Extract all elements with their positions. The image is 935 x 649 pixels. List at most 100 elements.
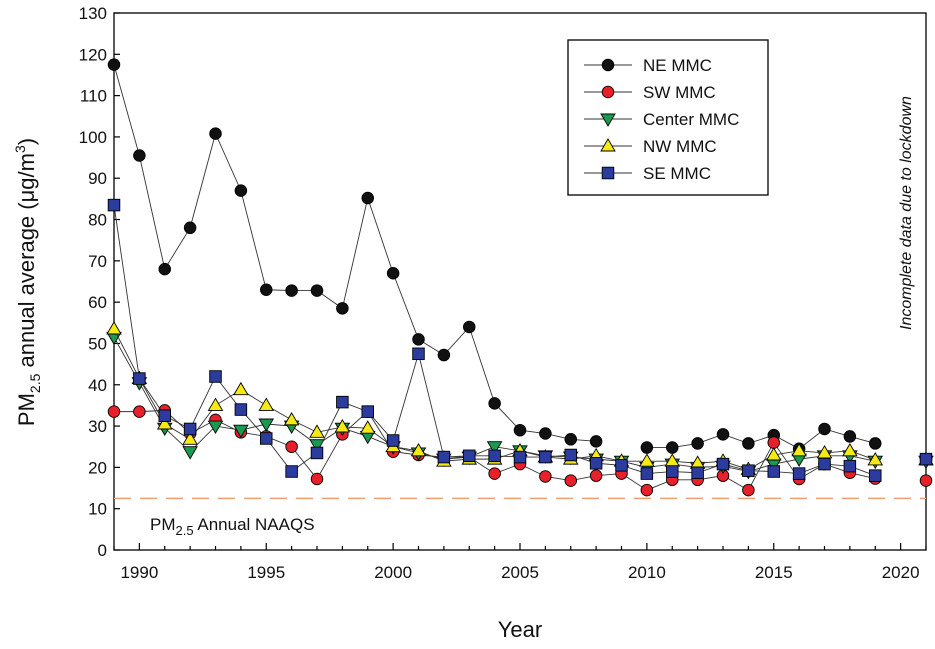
data-point-nw-mmc — [309, 424, 325, 438]
data-point-nw-mmc — [233, 381, 249, 396]
data-point-ne-mmc — [716, 428, 730, 441]
data-point-se-mmc — [285, 465, 298, 478]
x-tick-label: 1990 — [120, 563, 158, 582]
y-tick-label: 40 — [88, 376, 107, 395]
y-axis-title: PM2.5 annual average (μg/m3) — [12, 138, 43, 426]
x-tick-label: 2020 — [882, 563, 920, 582]
data-point-se-mmc — [158, 409, 171, 423]
data-point-sw-mmc — [488, 467, 501, 480]
data-point-se-mmc — [107, 198, 121, 212]
data-point-ne-mmc — [158, 262, 171, 276]
legend-label-center-mmc: Center MMC — [643, 110, 739, 129]
data-point-se-mmc — [488, 449, 501, 463]
data-point-nw-mmc — [639, 453, 655, 467]
data-point-se-mmc — [133, 372, 146, 385]
data-point-sw-mmc — [640, 483, 654, 497]
data-point-nw-mmc — [283, 411, 300, 426]
naaqs-label-prefix: PM — [150, 515, 176, 534]
data-point-ne-mmc — [412, 333, 425, 346]
y-title-middle: annual average (μg/m — [14, 153, 39, 374]
data-point-ne-mmc — [640, 441, 654, 454]
data-point-ne-mmc — [437, 348, 451, 362]
data-point-ne-mmc — [564, 433, 578, 446]
data-point-nw-mmc — [765, 447, 782, 461]
y-title-prefix: PM — [14, 393, 39, 426]
series-se-mmc — [107, 198, 933, 482]
data-point-se-mmc — [539, 450, 552, 464]
data-point-se-mmc — [589, 457, 603, 470]
y-tick-label: 10 — [88, 500, 107, 519]
data-point-nw-mmc — [106, 321, 122, 335]
y-title-subscript: 2.5 — [27, 373, 43, 393]
data-point-se-mmc — [564, 448, 578, 462]
y-tick-label: 70 — [88, 252, 107, 271]
data-point-se-mmc — [843, 459, 857, 473]
data-point-ne-mmc — [513, 423, 527, 437]
data-point-sw-mmc — [589, 469, 603, 482]
data-point-se-mmc — [463, 449, 476, 463]
data-point-se-mmc — [260, 432, 273, 445]
data-point-ne-mmc — [285, 284, 298, 297]
x-axis: 1990 1995 2000 2005 2010 2015 2020 — [113, 543, 927, 582]
data-point-ne-mmc — [742, 437, 755, 450]
data-point-nw-mmc — [334, 419, 351, 433]
data-point-sw-mmc — [285, 440, 298, 453]
data-point-nw-mmc — [410, 442, 427, 457]
legend-marker-sw-mmc — [601, 85, 615, 99]
series-line-ne-mmc — [646, 428, 876, 450]
y-title-end: ) — [14, 138, 39, 145]
data-point-ne-mmc — [133, 149, 146, 162]
legend-marker-se-mmc — [601, 166, 615, 180]
series-line-se-mmc — [113, 205, 876, 477]
legend-box — [567, 39, 769, 196]
data-point-ne-mmc — [260, 283, 273, 297]
legend: NE MMC SW MMC Center MMC NW MMC SE MMC — [567, 39, 769, 196]
data-point-center-mmc — [486, 441, 503, 455]
y-tick-label: 30 — [88, 417, 107, 436]
data-point-sw-mmc — [564, 474, 578, 487]
y-tick-label: 110 — [80, 87, 107, 106]
data-point-se-mmc — [513, 450, 527, 464]
data-point-se-mmc — [666, 465, 679, 478]
x-tick-label: 2010 — [628, 563, 666, 582]
data-point-se-mmc — [412, 347, 425, 361]
data-point-se-mmc — [361, 405, 375, 418]
naaqs-label-rest: Annual NAAQS — [194, 515, 315, 534]
data-point-se-mmc — [615, 459, 628, 472]
series-ne-mmc — [107, 58, 933, 466]
data-point-sw-mmc — [310, 472, 324, 486]
data-point-sw-mmc — [539, 470, 552, 483]
y-tick-label: 130 — [79, 4, 107, 23]
data-point-se-mmc — [919, 452, 933, 466]
data-point-ne-mmc — [209, 127, 222, 140]
legend-label-ne-mmc: NE MMC — [643, 56, 712, 75]
series-line-ne-mmc — [113, 64, 597, 442]
data-point-nw-mmc — [867, 452, 884, 466]
data-point-sw-mmc — [107, 405, 121, 418]
data-point-sw-mmc — [919, 474, 933, 487]
x-axis-title: Year — [498, 617, 542, 642]
legend-label-se-mmc: SE MMC — [643, 164, 711, 183]
data-point-se-mmc — [742, 464, 755, 477]
data-point-ne-mmc — [310, 284, 324, 297]
x-tick-label: 1995 — [247, 563, 285, 582]
y-axis: 0 10 20 30 40 50 60 70 80 90 100 110 120 130 — [79, 4, 120, 560]
legend-label-sw-mmc: SW MMC — [643, 83, 716, 102]
data-point-se-mmc — [310, 446, 324, 460]
data-point-se-mmc — [640, 467, 654, 480]
legend-marker-ne-mmc — [601, 58, 615, 72]
data-point-ne-mmc — [666, 441, 679, 454]
naaqs-label: PM2.5 Annual NAAQS — [150, 515, 315, 538]
data-point-nw-mmc — [258, 397, 275, 411]
y-title-superscript: 3 — [12, 145, 28, 153]
data-point-center-mmc — [182, 446, 198, 460]
x-tick-label: 2000 — [374, 563, 412, 582]
data-point-ne-mmc — [488, 397, 501, 410]
data-point-ne-mmc — [589, 435, 603, 448]
data-point-nw-mmc — [791, 442, 807, 457]
data-point-center-mmc — [207, 420, 224, 434]
data-point-ne-mmc — [386, 266, 400, 280]
legend-label-nw-mmc: NW MMC — [643, 137, 717, 156]
data-point-se-mmc — [234, 403, 248, 416]
